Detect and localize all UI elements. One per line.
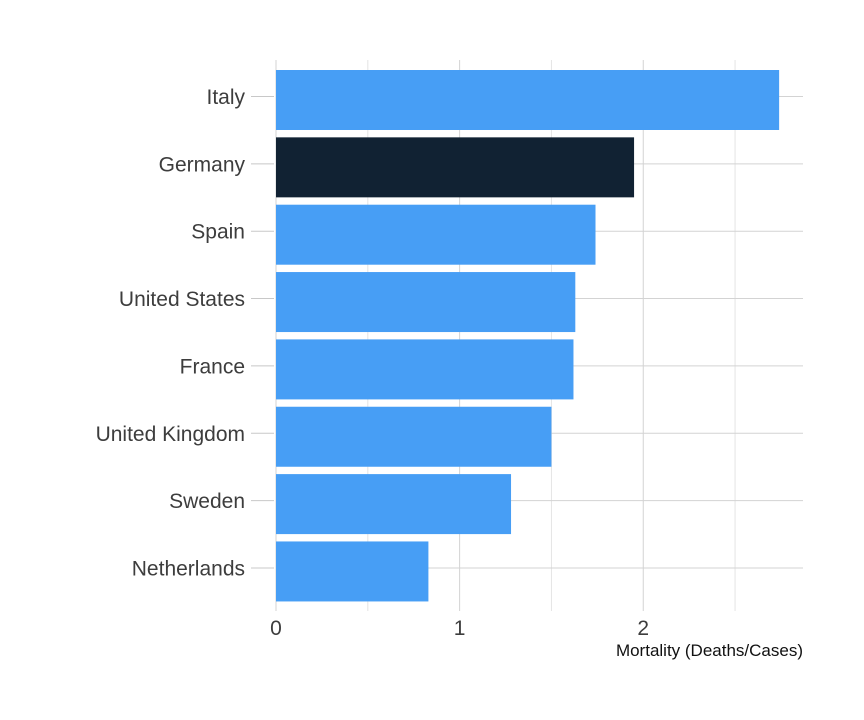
x-axis-title: Mortality (Deaths/Cases) — [616, 641, 803, 660]
category-label: Spain — [191, 221, 245, 244]
x-tick-label: 1 — [454, 617, 466, 640]
bar-united-kingdom — [276, 406, 552, 467]
category-label: France — [180, 355, 245, 378]
category-label: Italy — [206, 86, 245, 109]
x-axis-tick-labels: 0 1 2 — [270, 617, 649, 640]
bar-netherlands — [276, 541, 429, 602]
category-label: Sweden — [169, 490, 245, 513]
x-tick-label: 0 — [270, 617, 282, 640]
bars — [276, 70, 780, 602]
category-label: Germany — [159, 153, 246, 176]
category-labels: Italy Germany Spain United States France Unit… — [96, 86, 246, 580]
bar-italy — [276, 70, 780, 130]
bar-spain — [276, 204, 596, 265]
category-label: United States — [119, 288, 245, 311]
bar-united-states — [276, 272, 576, 333]
bar-france — [276, 339, 574, 400]
bar-sweden — [276, 474, 512, 535]
category-label: Netherlands — [132, 557, 245, 580]
category-ticks — [251, 96, 274, 569]
x-tick-label: 2 — [637, 617, 649, 640]
bar-germany — [276, 137, 635, 198]
category-label: United Kingdom — [96, 423, 245, 446]
